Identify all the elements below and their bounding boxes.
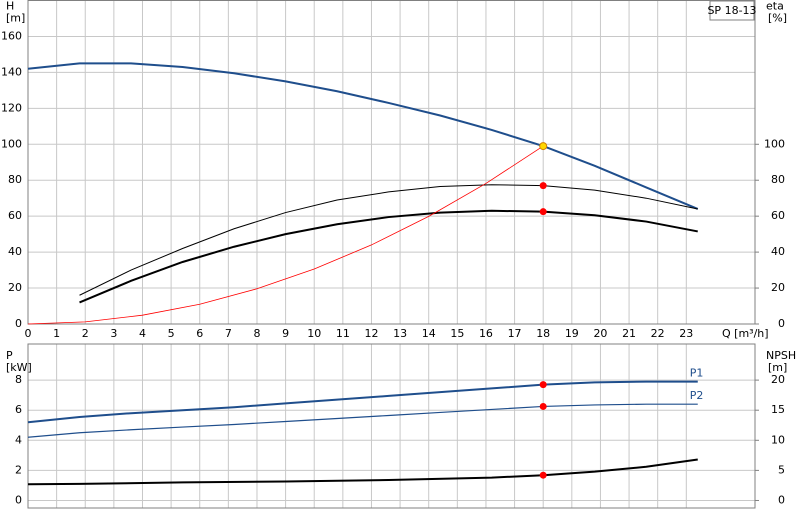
curve: [27, 403, 698, 438]
y2-tick-label: 0: [778, 493, 785, 506]
x-tick-label: 14: [422, 327, 436, 340]
x-tick-label: 3: [110, 327, 117, 340]
y2-axis-label: eta: [766, 0, 784, 13]
x-tick-label: 15: [450, 327, 464, 340]
y-axis-label: P: [6, 349, 13, 362]
x-tick-label: 16: [479, 327, 493, 340]
x-tick-label: 10: [307, 327, 321, 340]
y2-tick-label: 80: [771, 173, 785, 186]
x-tick-label: 12: [364, 327, 378, 340]
y-tick-label: 20: [8, 281, 22, 294]
y-tick-label: 6: [15, 403, 22, 416]
y-tick-label: 120: [1, 101, 22, 114]
curve: [27, 62, 699, 210]
x-tick-label: 2: [82, 327, 89, 340]
y2-tick-label: 0: [778, 317, 785, 330]
y-tick-label: 160: [1, 29, 22, 42]
operating-point: [539, 182, 547, 190]
y2-axis-unit: [%]: [768, 12, 787, 25]
x-tick-label: 22: [651, 327, 665, 340]
y2-tick-label: 10: [771, 433, 785, 446]
plot-frame: [27, 0, 756, 325]
y2-axis-unit: [m]: [768, 361, 787, 374]
series-label: P2: [690, 389, 704, 402]
y2-tick-label: 100: [764, 137, 785, 150]
operating-point: [539, 142, 548, 151]
x-tick-label: 11: [336, 327, 350, 340]
y2-tick-label: 20: [771, 281, 785, 294]
x-tick-label: 18: [536, 327, 550, 340]
x-tick-label: 23: [679, 327, 693, 340]
curve: [27, 380, 698, 424]
curve: [79, 209, 698, 304]
y2-tick-label: 5: [778, 463, 785, 476]
y-tick-label: 8: [15, 373, 22, 386]
operating-point: [539, 381, 547, 389]
y-tick-label: 80: [8, 173, 22, 186]
x-tick-label: 4: [139, 327, 146, 340]
y-tick-label: 60: [8, 209, 22, 222]
x-tick-label: 7: [225, 327, 232, 340]
x-tick-label: 20: [593, 327, 607, 340]
y-tick-label: 2: [15, 463, 22, 476]
x-tick-label: 9: [282, 327, 289, 340]
y2-tick-label: 60: [771, 209, 785, 222]
y2-tick-label: 40: [771, 245, 785, 258]
y-axis-label: H: [6, 0, 14, 13]
operating-point: [539, 471, 547, 479]
curve: [27, 458, 698, 486]
x-tick-label: 0: [25, 327, 32, 340]
y-tick-label: 0: [15, 493, 22, 506]
title-box: [709, 0, 755, 21]
x-tick-label: 13: [393, 327, 407, 340]
curve: [27, 145, 544, 325]
y2-axis-label: NPSH: [766, 349, 796, 362]
x-tick-label: 1: [53, 327, 60, 340]
y-axis-unit: [m]: [6, 12, 25, 25]
operating-point: [539, 208, 547, 216]
y-tick-label: 40: [8, 245, 22, 258]
plot-frame: [27, 343, 756, 509]
y-tick-label: 4: [15, 433, 22, 446]
y2-tick-label: 20: [771, 373, 785, 386]
y-tick-label: 140: [1, 65, 22, 78]
x-tick-label: 21: [622, 327, 636, 340]
curve: [79, 184, 698, 296]
x-tick-label: 5: [168, 327, 175, 340]
x-axis-label: Q [m³/h]: [722, 327, 769, 340]
y-tick-label: 0: [15, 317, 22, 330]
operating-point: [539, 402, 547, 410]
y2-tick-label: 15: [771, 403, 785, 416]
x-tick-label: 8: [253, 327, 260, 340]
x-tick-label: 17: [508, 327, 522, 340]
y-tick-label: 100: [1, 137, 22, 150]
y-axis-unit: [kW]: [6, 361, 32, 374]
series-label: P1: [690, 367, 704, 380]
chart-title: SP 18-13: [707, 4, 756, 17]
x-tick-label: 6: [196, 327, 203, 340]
x-tick-label: 19: [565, 327, 579, 340]
